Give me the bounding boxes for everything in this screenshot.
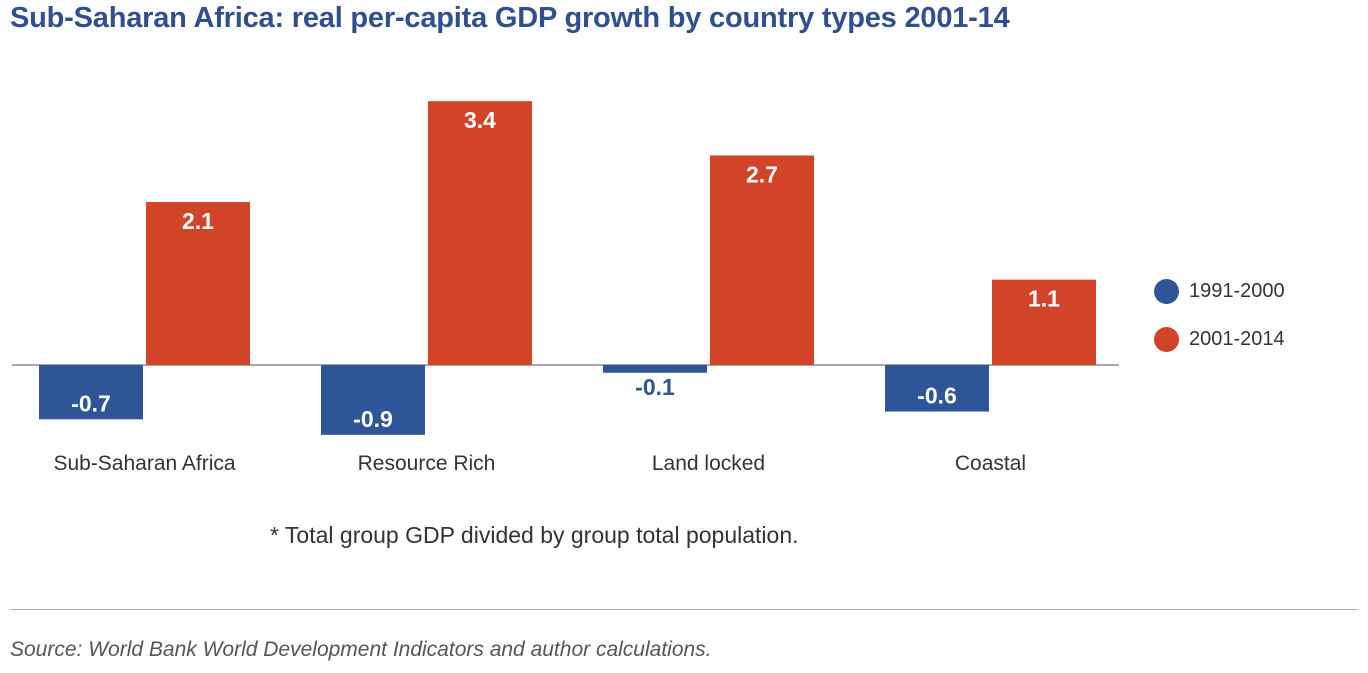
chart-legend: 1991-2000 2001-2014 xyxy=(1154,276,1285,372)
bar-series2-3 xyxy=(992,279,1096,365)
bar-series2-2 xyxy=(710,155,814,365)
category-label: Resource Rich xyxy=(358,452,496,475)
data-label: -0.1 xyxy=(635,374,675,400)
chart-title: Sub-Saharan Africa: real per-capita GDP … xyxy=(10,2,1010,34)
chart-footnote: * Total group GDP divided by group total… xyxy=(270,522,799,548)
category-label: Land locked xyxy=(652,452,765,475)
bar-series2-1 xyxy=(428,101,532,365)
legend-label: 2001-2014 xyxy=(1189,327,1285,350)
data-label: 3.4 xyxy=(464,107,496,133)
legend-swatch xyxy=(1154,278,1179,304)
data-label: -0.6 xyxy=(917,383,957,409)
bar-chart: -0.7 2.1 Sub-Saharan Africa -0.9 3.4 Resource… xyxy=(12,101,1119,475)
data-label: 2.7 xyxy=(746,161,778,187)
divider xyxy=(10,609,1358,610)
legend-item-1: 1991-2000 xyxy=(1154,276,1285,306)
bar-series1-2 xyxy=(603,365,707,373)
bar-series1-1 xyxy=(321,365,425,435)
category-label: Sub-Saharan Africa xyxy=(53,452,235,475)
legend-swatch xyxy=(1154,326,1179,352)
bar-series2-0 xyxy=(146,202,250,365)
data-label: -0.9 xyxy=(353,406,393,432)
legend-item-2: 2001-2014 xyxy=(1154,324,1285,354)
legend-label: 1991-2000 xyxy=(1189,279,1285,302)
data-label: 1.1 xyxy=(1028,286,1060,312)
data-label: -0.7 xyxy=(71,390,111,416)
source-note: Source: World Bank World Development Ind… xyxy=(10,638,712,661)
data-label: 2.1 xyxy=(182,208,214,234)
bar-series1-3 xyxy=(885,365,989,412)
bar-series1-0 xyxy=(39,365,143,420)
category-label: Coastal xyxy=(955,452,1026,475)
